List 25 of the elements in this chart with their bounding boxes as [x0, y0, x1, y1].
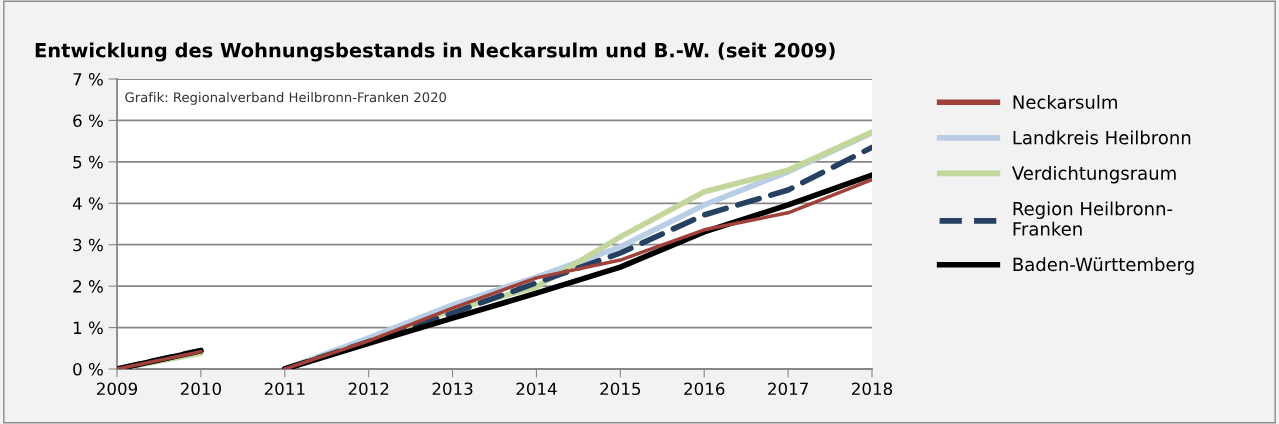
- x-tick-label: 2016: [684, 382, 725, 396]
- legend-label: Region Heilbronn- Franken: [1013, 201, 1173, 236]
- y-tick-label: 3 %: [73, 238, 103, 252]
- x-tick-label: 2012: [348, 382, 389, 396]
- chart-title: Entwicklung des Wohnungsbestands in Neckarsulm und B.-W. (seit 2009): [35, 42, 835, 62]
- legend-label: Neckarsulm: [1013, 94, 1117, 109]
- y-tick-label: 4 %: [72, 197, 103, 210]
- x-tick-label: 2014: [516, 382, 557, 396]
- legend-label: Baden-Württemberg: [1013, 257, 1194, 275]
- x-tick-label: 2018: [852, 382, 893, 396]
- legend-label: Verdichtungsraum: [1011, 165, 1176, 184]
- x-tick-label: 2015: [600, 382, 641, 396]
- y-tick-label: 6 %: [73, 114, 103, 127]
- x-tick-label: 2013: [432, 382, 473, 396]
- x-tick-label: 2009: [97, 382, 138, 396]
- y-tick-label: 5 %: [73, 155, 103, 169]
- y-tick-label: 0 %: [73, 362, 103, 376]
- annotation: Grafik: Regionalverband Heilbronn-Franken 2020: [125, 92, 447, 105]
- y-tick-label: 2 %: [73, 280, 103, 293]
- x-tick-label: 2011: [264, 382, 305, 396]
- legend-label: Landkreis Heilbronn: [1013, 130, 1191, 145]
- y-tick-label: 7 %: [73, 72, 103, 86]
- x-tick-label: 2017: [768, 382, 808, 396]
- x-tick-label: 2010: [180, 382, 221, 396]
- y-tick-label: 1 %: [73, 321, 103, 335]
